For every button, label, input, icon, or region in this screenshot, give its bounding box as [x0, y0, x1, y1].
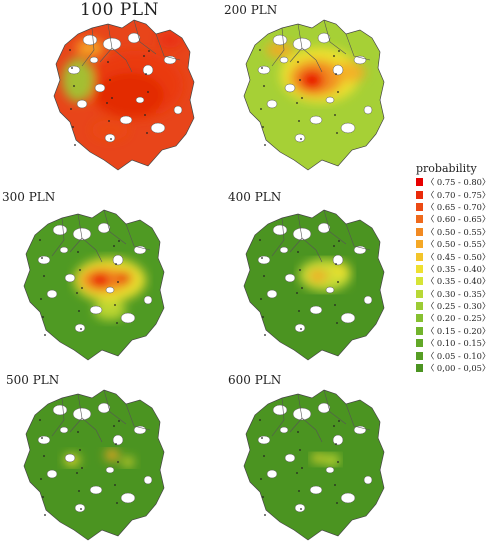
panel-title: 400 PLN	[228, 190, 282, 204]
panel-title: 300 PLN	[2, 190, 56, 204]
map-panel-300: 300 PLN	[0, 190, 190, 365]
legend-item: 〈 0.15 - 0.20〉	[416, 325, 494, 337]
legend-item: 〈 0.35 - 0.40〉	[416, 263, 494, 275]
map-300-pln	[23, 209, 165, 361]
legend-item: 〈 0.65 - 0.70〉	[416, 201, 494, 213]
legend-label: 〈 0.60 - 0.65〉	[426, 214, 491, 225]
legend-label: 〈 0.75 - 0.80〉	[426, 177, 491, 188]
legend-swatch	[416, 351, 423, 360]
legend-item: 〈 0.05 - 0.10〉	[416, 349, 494, 361]
map-600-pln	[243, 389, 385, 541]
map-400-pln	[243, 209, 385, 361]
legend-swatch	[416, 326, 423, 335]
legend-swatch	[416, 215, 423, 224]
legend-item: 〈 0,00 - 0,05〉	[416, 362, 494, 374]
legend-item: 〈 0.50 - 0.55〉	[416, 238, 494, 250]
map-500-pln	[23, 389, 165, 541]
map-100-pln	[53, 19, 195, 171]
legend-item: 〈 0.60 - 0.65〉	[416, 213, 494, 225]
legend-item: 〈 0.70 - 0.75〉	[416, 188, 494, 200]
panel-title: 500 PLN	[6, 373, 60, 387]
legend-item: 〈 0.45 - 0.50〉	[416, 250, 494, 262]
legend-label: 〈 0.05 - 0.10〉	[426, 350, 491, 361]
map-panel-200: 200 PLN	[220, 0, 410, 175]
legend-swatch	[416, 314, 423, 323]
map-panel-100: 100 PLN	[30, 0, 220, 175]
legend-swatch	[416, 264, 423, 273]
legend-label: 〈 0.35 - 0.40〉	[426, 263, 491, 274]
panel-title: 600 PLN	[228, 373, 282, 387]
map-200-pln	[243, 19, 385, 171]
legend-label: 〈 0.50 - 0.55〉	[426, 226, 491, 237]
legend-item: 〈 0.50 - 0.55〉	[416, 226, 494, 238]
legend-item: 〈 0.10 - 0.15〉	[416, 337, 494, 349]
legend-swatch	[416, 302, 423, 311]
legend-swatch	[416, 178, 423, 187]
legend-label: 〈 0,00 - 0,05〉	[426, 363, 491, 374]
legend-swatch	[416, 227, 423, 236]
legend-swatch	[416, 202, 423, 211]
panel-title: 200 PLN	[224, 3, 278, 17]
legend-item: 〈 0.25 - 0.30〉	[416, 300, 494, 312]
legend-swatch	[416, 289, 423, 298]
legend-title: probability	[416, 162, 477, 175]
legend-label: 〈 0.45 - 0.50〉	[426, 251, 491, 262]
legend-swatch	[416, 240, 423, 249]
legend-label: 〈 0.20 - 0.25〉	[426, 313, 491, 324]
legend-label: 〈 0.10 - 0.15〉	[426, 338, 491, 349]
map-panel-600: 600 PLN	[220, 370, 410, 545]
legend-item: 〈 0.75 - 0.80〉	[416, 176, 494, 188]
legend-label: 〈 0.15 - 0.20〉	[426, 325, 491, 336]
legend-label: 〈 0.70 - 0.75〉	[426, 189, 491, 200]
legend-swatch	[416, 339, 423, 348]
map-panel-500: 500 PLN	[0, 370, 190, 545]
legend-item: 〈 0.20 - 0.25〉	[416, 312, 494, 324]
legend-label: 〈 0.25 - 0.30〉	[426, 301, 491, 312]
legend-label: 〈 0.30 - 0.35〉	[426, 288, 491, 299]
legend-label: 〈 0.50 - 0.55〉	[426, 239, 491, 250]
probability-legend: probability 〈 0.75 - 0.80〉 〈 0.70 - 0.75〉…	[416, 162, 494, 374]
legend-swatch	[416, 364, 423, 373]
legend-swatch	[416, 277, 423, 286]
legend-item: 〈 0.30 - 0.35〉	[416, 288, 494, 300]
legend-swatch	[416, 190, 423, 199]
map-panel-400: 400 PLN	[220, 190, 410, 365]
legend-items: 〈 0.75 - 0.80〉 〈 0.70 - 0.75〉 〈 0.65 - 0.7…	[416, 176, 494, 374]
legend-label: 〈 0.35 - 0.40〉	[426, 276, 491, 287]
legend-swatch	[416, 252, 423, 261]
legend-item: 〈 0.35 - 0.40〉	[416, 275, 494, 287]
legend-label: 〈 0.65 - 0.70〉	[426, 201, 491, 212]
panel-title: 100 PLN	[80, 0, 159, 20]
